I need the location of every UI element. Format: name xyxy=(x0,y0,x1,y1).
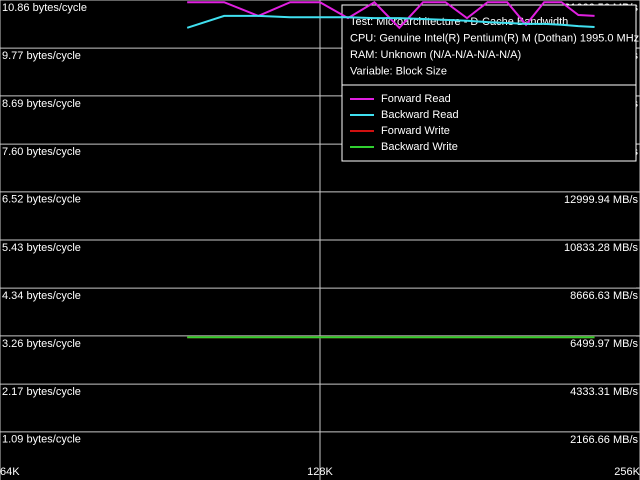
y2-tick-label: 12999.94 MB/s xyxy=(564,194,638,206)
legend-label: Forward Write xyxy=(381,125,450,137)
y2-tick-label: 10833.28 MB/s xyxy=(564,242,638,254)
legend-label: Backward Read xyxy=(381,109,459,121)
y-tick-label: 4.34 bytes/cycle xyxy=(2,290,81,302)
legend-label: Forward Read xyxy=(381,93,451,105)
y-tick-label: 3.26 bytes/cycle xyxy=(2,338,81,350)
y2-tick-label: 2166.66 MB/s xyxy=(570,434,638,446)
info-text: RAM: Unknown (N/A-N/A-N/A-N/A) xyxy=(350,49,521,61)
legend-box xyxy=(341,4,637,162)
info-text: Variable: Block Size xyxy=(350,65,447,77)
y-tick-label: 10.86 bytes/cycle xyxy=(2,2,87,14)
y-tick-label: 8.69 bytes/cycle xyxy=(2,98,81,110)
y2-tick-label: 8666.63 MB/s xyxy=(570,290,638,302)
y-tick-label: 5.43 bytes/cycle xyxy=(2,242,81,254)
x-tick-label: 256K xyxy=(614,466,640,478)
info-text: CPU: Genuine Intel(R) Pentium(R) M (Doth… xyxy=(350,32,639,44)
legend-label: Backward Write xyxy=(381,141,458,153)
y-tick-label: 6.52 bytes/cycle xyxy=(2,194,81,206)
x-tick-label: 64K xyxy=(0,466,20,478)
y-tick-label: 7.60 bytes/cycle xyxy=(2,146,81,158)
x-tick-label: 128K xyxy=(307,466,333,478)
y-tick-label: 9.77 bytes/cycle xyxy=(2,50,81,62)
y-tick-label: 1.09 bytes/cycle xyxy=(2,434,81,446)
series-line xyxy=(186,14,595,29)
y-tick-label: 2.17 bytes/cycle xyxy=(2,386,81,398)
y2-tick-label: 4333.31 MB/s xyxy=(570,386,638,398)
y2-tick-label: 6499.97 MB/s xyxy=(570,338,638,350)
series-line xyxy=(187,0,595,30)
